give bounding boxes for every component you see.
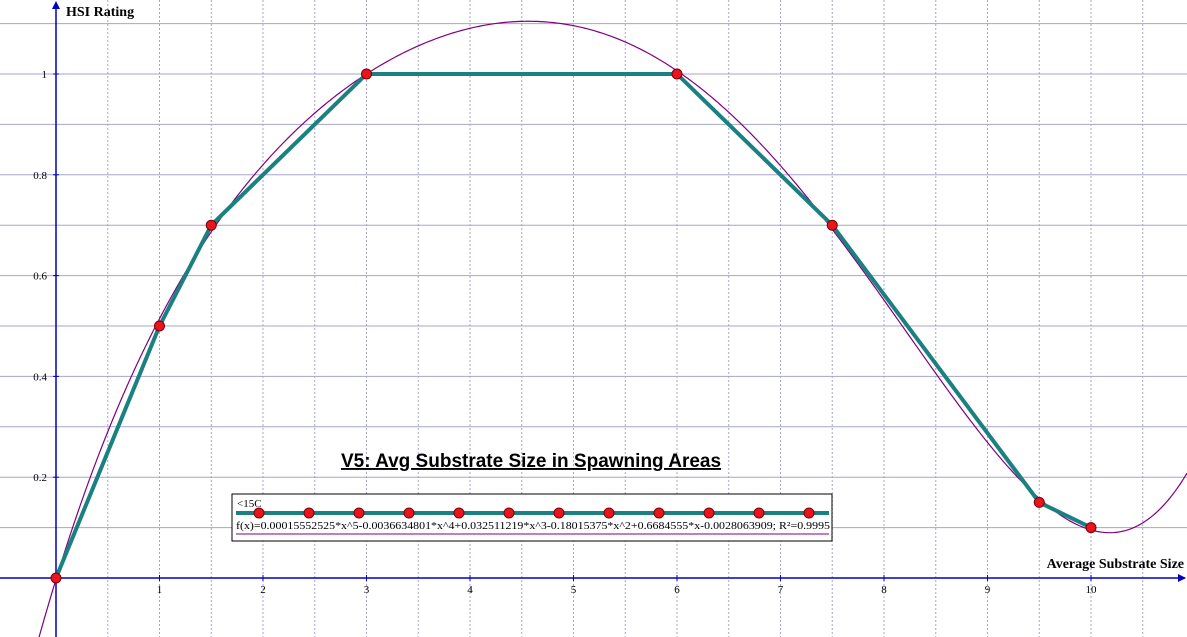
data-point — [671, 68, 683, 80]
chart-title: V5: Avg Substrate Size in Spawning Areas — [341, 451, 721, 472]
x-tick-label: 4 — [467, 584, 473, 596]
x-tick-label: 6 — [674, 584, 680, 596]
data-point — [205, 219, 217, 231]
series-layer — [50, 68, 1097, 584]
y-tick-label: 0.2 — [33, 472, 47, 484]
x-tick-label: 10 — [1086, 584, 1098, 596]
legend-sample-marker — [753, 507, 765, 519]
legend-sample-marker — [653, 507, 665, 519]
x-tick-label: 5 — [571, 584, 577, 596]
tick-labels: 1 2 3 4 5 6 7 8 9 10 0.2 0.4 0.6 0.8 1 — [33, 69, 1097, 596]
x-tick-label: 1 — [157, 584, 163, 596]
x-tick-label: 7 — [778, 584, 784, 596]
legend-sample-marker — [303, 507, 315, 519]
trendline-layer — [38, 20, 1187, 637]
x-tick-label: 9 — [985, 584, 991, 596]
legend-sample-marker — [503, 507, 515, 519]
x-tick-label: 2 — [260, 584, 266, 596]
legend-sample-marker — [803, 507, 815, 519]
data-point — [50, 572, 62, 584]
data-point — [361, 68, 372, 80]
legend-trend-label: f(x)=0.00015552525*x^5-0.0036634801*x^4+… — [236, 520, 831, 532]
data-point — [1085, 522, 1097, 534]
x-tick-label: 8 — [881, 584, 887, 596]
x-tick-label: 3 — [364, 584, 370, 596]
legend-series-label: <15C — [237, 498, 262, 510]
y-tick-label: 0.4 — [33, 371, 47, 383]
legend-box — [231, 493, 833, 542]
y-axis-arrow — [52, 1, 60, 9]
data-point — [1033, 496, 1045, 508]
x-axis-arrow — [1178, 574, 1186, 582]
y-tick-label: 1 — [42, 69, 48, 81]
legend-sample-marker — [703, 507, 715, 519]
data-point — [154, 320, 165, 332]
legend-series-sample — [236, 507, 829, 519]
y-tick-label: 0.8 — [33, 170, 47, 182]
legend-sample-marker — [353, 507, 365, 519]
data-point — [826, 219, 838, 231]
series-line — [54, 72, 1092, 579]
x-axis-label: Average Substrate Size — [1047, 557, 1184, 572]
legend-sample-marker — [603, 507, 615, 519]
legend-sample-marker — [453, 507, 465, 519]
y-axis-label: HSI Rating — [66, 5, 134, 20]
y-tick-label: 0.6 — [33, 271, 47, 283]
legend-sample-marker — [553, 507, 565, 519]
trendline-curve — [38, 20, 1187, 637]
legend: <15C f(x)=0.00015552525*x^5-0.0036634801… — [231, 493, 833, 542]
legend-sample-marker — [403, 507, 415, 519]
legend-sample-marker — [253, 507, 265, 519]
